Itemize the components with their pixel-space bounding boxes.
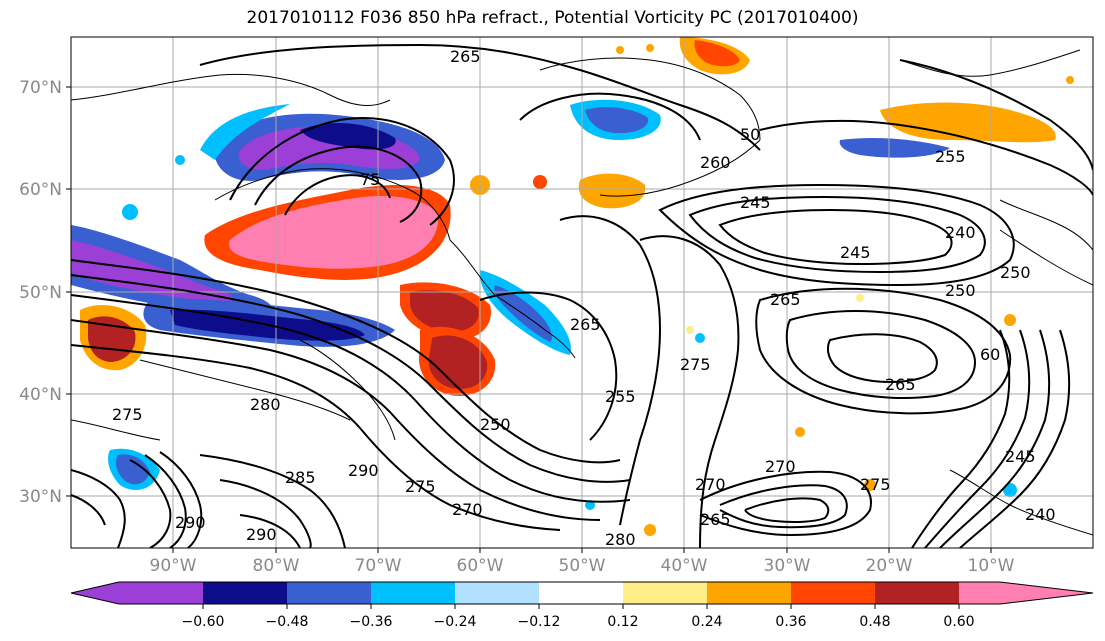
contour-label: 290 [175,513,206,532]
contour-label: 275 [860,475,891,494]
graticule [71,37,1093,548]
coastlines [71,49,1093,536]
contour-label: 250 [480,415,511,434]
colorbar-segment [203,582,287,604]
contour-label: 255 [935,147,966,166]
colorbar-tick-label: 0.36 [775,614,806,630]
colorbar-under-triangle [71,582,119,604]
contour-label: 290 [246,525,277,544]
colorbar-tick-label: 0.24 [691,614,722,630]
lon-label: 10°W [968,556,1015,576]
colorbar-segment [455,582,539,604]
lat-label: 30°N [19,487,62,507]
colorbar-tick-label: −0.36 [350,614,393,630]
pv-shading [71,37,1074,536]
colorbar-segment [539,582,623,604]
colorbar-segment [287,582,371,604]
contour-label: 260 [700,153,731,172]
lon-label: 80°W [253,556,300,576]
longitude-labels: 90°W 80°W 70°W 60°W 50°W 40°W 30°W 20°W … [150,556,1015,576]
contour-label: 275 [405,477,436,496]
map-layers: 265 260 255 245 240 250 265 275 265 255 … [71,37,1093,549]
contour-label: 255 [605,387,636,406]
colorbar-over-triangle [959,582,1093,604]
contour-label: 245 [740,193,771,212]
contour-labels: 265 260 255 245 240 250 265 275 265 255 … [112,47,1056,549]
contour-label: 265 [700,510,731,529]
contour-label: 270 [765,457,796,476]
colorbar-tick-label: −0.48 [266,614,309,630]
contours [71,43,1093,548]
contour-label: 60 [980,345,1000,364]
lon-label: 60°W [457,556,504,576]
contour-label: 285 [285,468,316,487]
lon-label: 70°W [355,556,402,576]
contour-label: 245 [1005,447,1036,466]
colorbar-tick-label: 0.48 [859,614,890,630]
colorbar-segment [371,582,455,604]
lat-label: 70°N [19,78,62,98]
contour-label: 280 [250,395,281,414]
contour-label: 250 [1000,263,1031,282]
colorbar-tick-label: −0.12 [518,614,561,630]
contour-label: 265 [770,290,801,309]
colorbar-segment [119,582,203,604]
lon-label: 90°W [150,556,197,576]
contour-label: 250 [945,281,976,300]
contour-label: 75 [360,170,380,189]
contour-label: 290 [348,461,379,480]
lat-label: 60°N [19,180,62,200]
lon-label: 30°W [764,556,811,576]
lat-label: 40°N [19,385,62,405]
contour-label: 275 [680,355,711,374]
contour-label: 270 [452,500,483,519]
colorbar: −0.60 −0.48 −0.36 −0.24 −0.12 0.12 0.24 … [70,581,1094,630]
colorbar-tick-label: 0.60 [943,614,974,630]
contour-label: 280 [605,530,636,549]
lon-label: 50°W [559,556,606,576]
map-title: 2017010112 F036 850 hPa refract., Potent… [246,8,859,28]
lon-label: 40°W [661,556,708,576]
contour-label: 265 [570,315,601,334]
contour-label: 240 [945,223,976,242]
latitude-labels: 70°N 60°N 50°N 40°N 30°N [19,78,62,507]
contour-label: 265 [885,375,916,394]
contour-label: 270 [695,475,726,494]
colorbar-tick-label: 0.12 [607,614,638,630]
axis-ticks [66,86,992,553]
contour-label: 265 [450,47,481,66]
contour-label: 245 [840,243,871,262]
colorbar-segment [707,582,791,604]
contour-label: 240 [1025,505,1056,524]
colorbar-segment [623,582,707,604]
lon-label: 20°W [866,556,913,576]
contour-label: 275 [112,405,143,424]
contour-label: 50 [740,125,760,144]
lat-label: 50°N [19,283,62,303]
colorbar-tick-label: −0.24 [434,614,477,630]
colorbar-segment [875,582,959,604]
colorbar-tick-label: −0.60 [182,614,225,630]
colorbar-segment [791,582,875,604]
